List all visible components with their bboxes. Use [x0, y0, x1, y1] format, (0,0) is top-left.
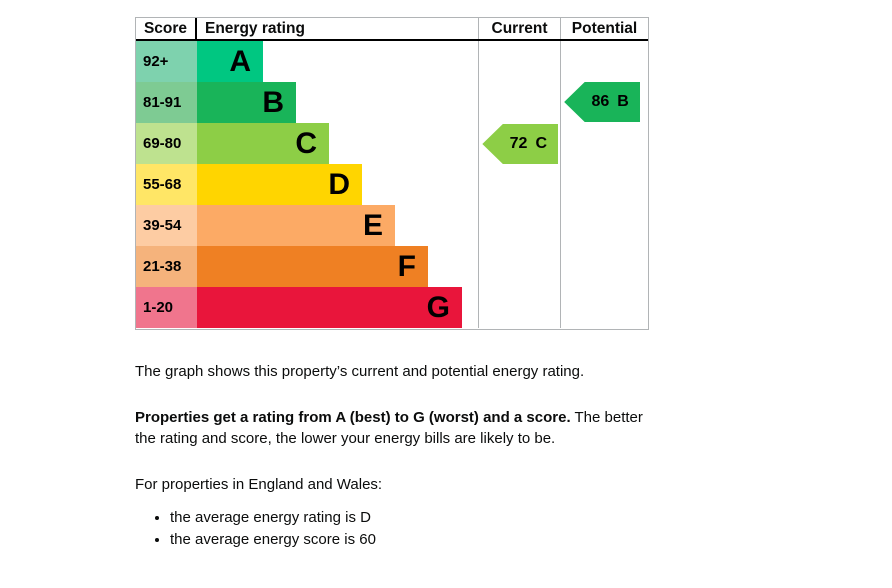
band-bar-b: B: [197, 82, 296, 123]
band-row-f: 21-38 F: [136, 246, 478, 287]
score-range-c: 69-80: [136, 123, 197, 164]
lead-rest-sentence: The better the rating and score, the low…: [135, 409, 643, 447]
potential-score: 86: [591, 93, 610, 110]
region-paragraph: For properties in England and Wales:: [135, 476, 383, 493]
current-rating-column: 72 C: [478, 41, 560, 328]
band-bar-a: A: [197, 41, 263, 82]
band-rows: 92+ A 81-91 B 69-80 C 55-68 D 39-54 E 21-38 F 1-20 G: [136, 41, 478, 328]
band-row-g: 1-20 G: [136, 287, 478, 328]
column-header-potential: Potential: [560, 18, 648, 39]
column-header-energy-rating: Energy rating: [205, 20, 305, 37]
intro-paragraph: The graph shows this property’s current …: [135, 363, 585, 380]
band-bar-g: G: [197, 287, 462, 328]
band-bar-f: F: [197, 246, 428, 287]
averages-list: the average energy rating is D the avera…: [170, 507, 670, 550]
band-bar-e: E: [197, 205, 395, 246]
band-row-e: 39-54 E: [136, 205, 478, 246]
potential-rating-column: 86 B: [560, 41, 648, 328]
epc-rating-chart: Score Energy rating Current Potential 92…: [135, 17, 649, 330]
band-row-d: 55-68 D: [136, 164, 478, 205]
epc-chart-body: 92+ A 81-91 B 69-80 C 55-68 D 39-54 E 21-38 F 1-20 G …: [136, 41, 648, 328]
current-score: 72: [509, 135, 528, 152]
score-range-b: 81-91: [136, 82, 197, 123]
list-item: the average energy rating is D: [170, 507, 670, 529]
lead-paragraph: Properties get a rating from A (best) to…: [135, 407, 667, 449]
score-range-g: 1-20: [136, 287, 197, 328]
column-header-score: Score: [136, 18, 197, 39]
column-header-current: Current: [478, 18, 560, 39]
band-bar-d: D: [197, 164, 362, 205]
current-rating-arrow: 72 C: [482, 124, 559, 164]
epc-chart-header: Score Energy rating Current Potential: [136, 18, 648, 41]
current-band-letter: C: [535, 135, 547, 152]
score-range-f: 21-38: [136, 246, 197, 287]
potential-rating-arrow: 86 B: [564, 82, 641, 122]
potential-band-letter: B: [617, 93, 629, 110]
band-row-a: 92+ A: [136, 41, 478, 82]
band-bar-c: C: [197, 123, 329, 164]
score-range-e: 39-54: [136, 205, 197, 246]
band-row-b: 81-91 B: [136, 82, 478, 123]
list-item: the average energy score is 60: [170, 529, 670, 551]
band-row-c: 69-80 C: [136, 123, 478, 164]
score-range-d: 55-68: [136, 164, 197, 205]
lead-bold-sentence: Properties get a rating from A (best) to…: [135, 409, 571, 426]
score-range-a: 92+: [136, 41, 197, 82]
